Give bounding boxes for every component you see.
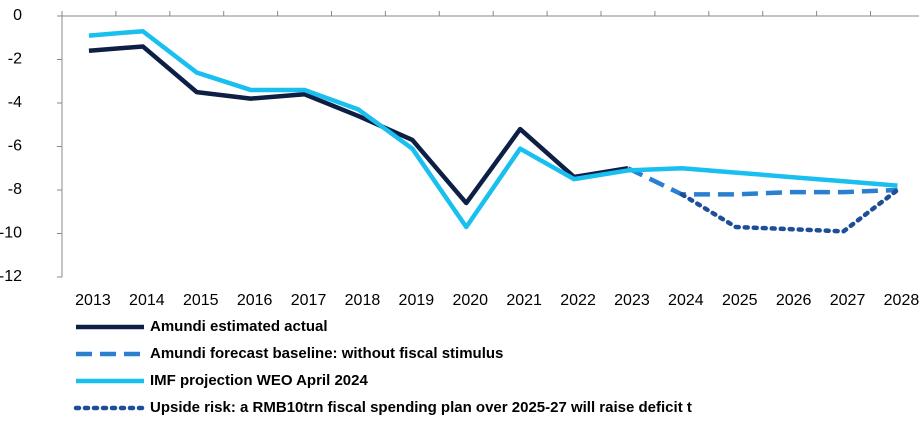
series-line [679, 187, 900, 234]
x-tick-label: 2021 [506, 292, 542, 309]
x-tick-label: 2027 [830, 292, 866, 309]
series-line [626, 166, 898, 197]
legend-label: Upside risk: a RMB10trn fiscal spending … [150, 399, 692, 416]
y-tick-label: -12 [0, 268, 22, 285]
x-tick-label: 2015 [183, 292, 219, 309]
x-tick-label: 2026 [776, 292, 812, 309]
y-tick-label: -6 [8, 138, 22, 155]
y-tick-label: -2 [8, 51, 22, 68]
x-tick-label: 2025 [722, 292, 758, 309]
x-tick-label: 2019 [399, 292, 435, 309]
series-line [88, 44, 629, 206]
x-tick-label: 2024 [668, 292, 704, 309]
x-tick-label: 2022 [560, 292, 596, 309]
x-tick-label: 2017 [291, 292, 327, 309]
y-tick-label: -8 [8, 181, 22, 198]
x-tick-label: 2016 [237, 292, 273, 309]
series-line [88, 28, 898, 230]
x-tick-label: 2013 [75, 292, 111, 309]
y-tick-label: -4 [8, 94, 22, 111]
x-tick-label: 2028 [884, 292, 919, 309]
x-tick-label: 2014 [129, 292, 165, 309]
x-tick-label: 2023 [614, 292, 650, 309]
legend-label: IMF projection WEO April 2024 [150, 372, 368, 389]
x-tick-label: 2018 [345, 292, 381, 309]
y-tick-label: 0 [13, 7, 22, 24]
x-tick-label: 2020 [452, 292, 488, 309]
legend-label: Amundi estimated actual [150, 318, 328, 335]
legend-label: Amundi forecast baseline: without fiscal… [150, 345, 503, 362]
y-tick-label: -10 [0, 225, 22, 242]
